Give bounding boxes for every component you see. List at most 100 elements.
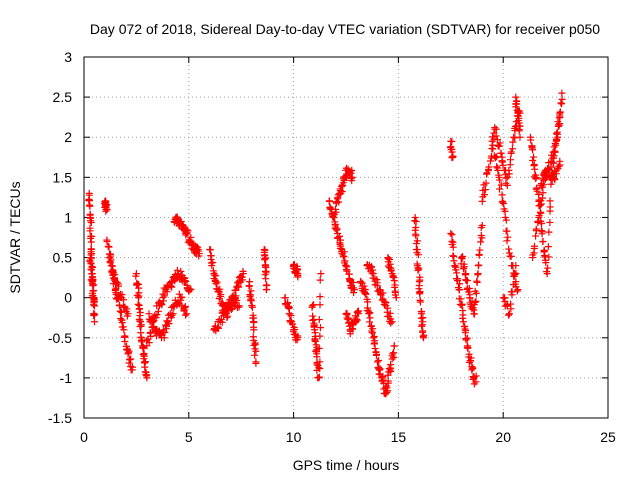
data-point <box>556 113 564 121</box>
data-point <box>458 255 466 263</box>
data-point <box>245 282 253 290</box>
data-point <box>362 290 370 298</box>
data-point <box>90 318 98 326</box>
data-point <box>116 307 124 315</box>
data-point <box>530 242 538 250</box>
data-point <box>247 295 255 303</box>
data-point <box>316 301 324 309</box>
data-point <box>386 309 394 317</box>
data-point <box>414 266 422 274</box>
data-point <box>339 252 347 260</box>
data-point <box>558 89 566 97</box>
data-point <box>316 293 324 301</box>
data-point <box>332 208 340 216</box>
data-point <box>340 253 348 261</box>
data-point <box>132 272 140 280</box>
data-point <box>497 149 505 157</box>
data-point <box>495 142 503 150</box>
data-point <box>538 175 546 183</box>
data-point <box>507 149 515 157</box>
data-point <box>218 318 226 326</box>
data-point <box>454 275 462 283</box>
data-point <box>505 245 513 253</box>
data-point <box>123 305 131 313</box>
data-point <box>118 291 126 299</box>
data-point <box>503 227 511 235</box>
data-point <box>499 197 507 205</box>
data-point <box>262 267 270 275</box>
data-point <box>326 204 334 212</box>
data-point <box>418 322 426 330</box>
data-point <box>376 366 384 374</box>
x-axis-ticks: 0 5 10 15 20 25 <box>80 57 616 445</box>
data-point <box>544 264 552 272</box>
data-point <box>416 296 424 304</box>
data-point <box>235 302 243 310</box>
data-point <box>512 269 520 277</box>
data-point <box>500 294 508 302</box>
data-point <box>550 143 558 151</box>
data-point <box>181 302 189 310</box>
data-point <box>125 349 133 357</box>
data-point <box>553 128 561 136</box>
data-point <box>293 266 301 274</box>
data-point <box>308 303 316 311</box>
data-point <box>150 323 158 331</box>
data-point <box>459 318 467 326</box>
data-point <box>178 293 186 301</box>
data-point <box>474 270 482 278</box>
data-point <box>505 310 513 318</box>
data-point <box>447 229 455 237</box>
data-point <box>462 336 470 344</box>
y-tick-label: 3 <box>64 49 72 65</box>
data-point <box>209 258 217 266</box>
data-point <box>491 154 499 162</box>
data-point <box>546 197 554 205</box>
data-point <box>496 176 504 184</box>
data-point <box>221 307 229 315</box>
data-point <box>491 124 499 132</box>
data-point <box>103 236 111 244</box>
data-point <box>183 310 191 318</box>
data-point <box>136 309 144 317</box>
data-point <box>504 233 512 241</box>
data-point <box>238 276 246 284</box>
data-point <box>469 365 477 373</box>
data-point <box>510 281 518 289</box>
data-point <box>449 153 457 161</box>
data-point <box>538 230 546 238</box>
y-tick-label: -1.5 <box>48 410 72 426</box>
data-point <box>191 249 199 257</box>
y-tick-label: 2 <box>64 129 72 145</box>
data-point <box>455 286 463 294</box>
data-point <box>86 227 94 235</box>
grid-lines <box>84 57 608 418</box>
data-point <box>531 165 539 173</box>
data-point <box>550 175 558 183</box>
data-point <box>544 243 552 251</box>
data-point <box>475 250 483 258</box>
data-point <box>87 265 95 273</box>
data-point <box>373 279 381 287</box>
data-point <box>173 266 181 274</box>
y-tick-label: 1.5 <box>53 169 73 185</box>
data-point <box>417 314 425 322</box>
data-point <box>369 329 377 337</box>
x-tick-label: 25 <box>600 429 616 445</box>
data-point <box>353 316 361 324</box>
data-point <box>391 281 399 289</box>
data-point <box>546 203 554 211</box>
data-point <box>451 262 459 270</box>
data-point <box>294 270 302 278</box>
data-point <box>460 260 468 268</box>
data-point <box>105 243 113 251</box>
data-point <box>502 174 510 182</box>
x-tick-label: 0 <box>80 429 88 445</box>
data-point <box>355 310 363 318</box>
data-point <box>558 95 566 103</box>
data-point <box>317 270 325 278</box>
data-point <box>420 334 428 342</box>
data-point <box>512 262 520 270</box>
data-point <box>125 356 133 364</box>
